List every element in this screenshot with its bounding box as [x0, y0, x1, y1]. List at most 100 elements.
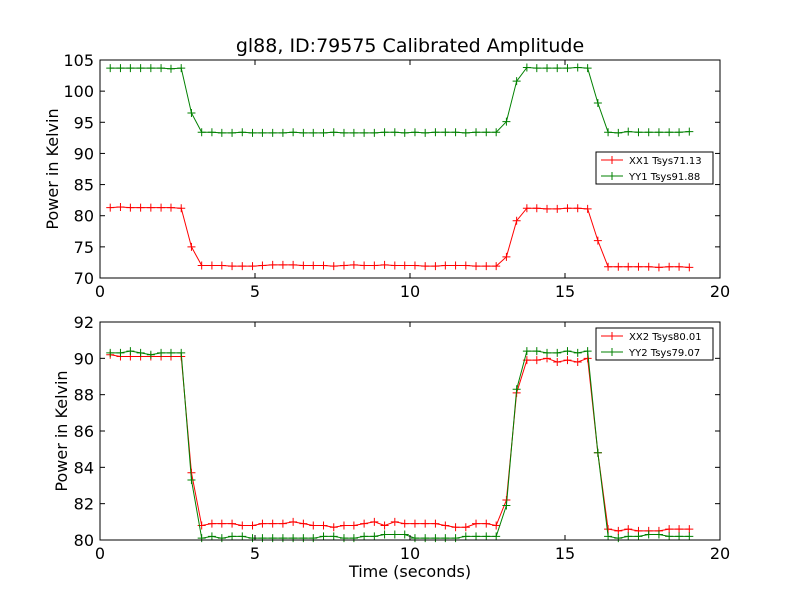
data-point	[410, 128, 419, 137]
data-point	[289, 260, 298, 269]
data-point	[116, 202, 125, 211]
data-point	[370, 517, 379, 526]
data-point	[187, 476, 196, 485]
data-point	[146, 350, 155, 359]
y-tick-label: 85	[74, 176, 94, 195]
data-point	[278, 519, 287, 528]
data-point	[309, 521, 318, 530]
data-point	[380, 128, 389, 137]
data-point	[126, 64, 135, 73]
data-point	[614, 128, 623, 137]
data-point	[685, 127, 694, 136]
data-point	[360, 519, 369, 528]
data-point	[482, 128, 491, 137]
data-point	[289, 128, 298, 137]
data-point	[268, 128, 277, 137]
data-point	[187, 108, 196, 117]
legend-box	[595, 151, 714, 185]
y-tick-label: 82	[74, 495, 94, 514]
y-tick-label: 84	[74, 458, 94, 477]
data-point	[604, 532, 613, 541]
data-point	[339, 128, 348, 137]
data-point	[482, 532, 491, 541]
data-point	[451, 261, 460, 270]
data-point	[532, 204, 541, 213]
data-point	[532, 64, 541, 73]
data-point	[492, 532, 501, 541]
data-point	[400, 128, 409, 137]
series-line-2	[110, 350, 690, 539]
legend-box	[595, 327, 714, 361]
data-point	[166, 203, 175, 212]
data-point	[146, 64, 155, 73]
data-point	[604, 525, 613, 534]
data-point	[136, 203, 145, 212]
x-tick-label: 10	[400, 544, 420, 563]
data-point	[360, 261, 369, 270]
data-point	[360, 532, 369, 541]
data-point	[685, 525, 694, 534]
legend-marker	[608, 156, 616, 164]
data-point	[228, 532, 237, 541]
data-point	[492, 521, 501, 530]
data-point	[390, 530, 399, 539]
data-point	[207, 519, 216, 528]
x-tick-label: 20	[710, 282, 730, 301]
y-tick-label: 70	[74, 269, 94, 288]
data-point	[441, 534, 450, 543]
data-point	[238, 521, 247, 530]
data-point	[106, 64, 115, 73]
data-point	[583, 347, 592, 356]
data-point	[421, 262, 430, 271]
data-point	[329, 128, 338, 137]
data-point	[299, 519, 308, 528]
data-point	[360, 128, 369, 137]
data-point	[644, 262, 653, 271]
data-point	[349, 128, 358, 137]
data-point	[522, 63, 531, 72]
data-point	[116, 348, 125, 357]
data-point	[472, 262, 481, 271]
data-point	[238, 128, 247, 137]
data-point	[390, 517, 399, 526]
data-point	[583, 64, 592, 73]
data-point	[329, 262, 338, 271]
data-point	[583, 204, 592, 213]
data-point	[166, 348, 175, 357]
data-point	[634, 262, 643, 271]
data-point	[309, 128, 318, 137]
x-tick-label: 0	[95, 544, 105, 563]
data-point	[116, 64, 125, 73]
data-point	[248, 262, 257, 271]
legend-marker	[608, 332, 616, 340]
data-point	[573, 63, 582, 72]
y-tick-label: 75	[74, 238, 94, 257]
data-point	[278, 128, 287, 137]
data-point	[614, 262, 623, 271]
data-point	[136, 64, 145, 73]
data-point	[126, 347, 135, 356]
data-point	[431, 519, 440, 528]
data-point	[431, 534, 440, 543]
data-point	[492, 128, 501, 137]
data-point	[106, 348, 115, 357]
data-point	[675, 525, 684, 534]
data-point	[573, 204, 582, 213]
data-point	[644, 128, 653, 137]
data-point	[217, 519, 226, 528]
y-tick-label: 100	[63, 82, 94, 101]
data-point	[634, 532, 643, 541]
data-point	[299, 128, 308, 137]
data-point	[492, 262, 501, 271]
y-axis-label: Power in Kelvin	[43, 108, 62, 229]
data-point	[197, 261, 206, 270]
data-point	[512, 385, 521, 394]
data-point	[624, 532, 633, 541]
data-point	[593, 448, 602, 457]
data-point	[472, 128, 481, 137]
data-point	[380, 260, 389, 269]
y-tick-label: 80	[74, 531, 94, 550]
data-point	[665, 128, 674, 137]
data-point	[349, 260, 358, 269]
data-point	[563, 204, 572, 213]
